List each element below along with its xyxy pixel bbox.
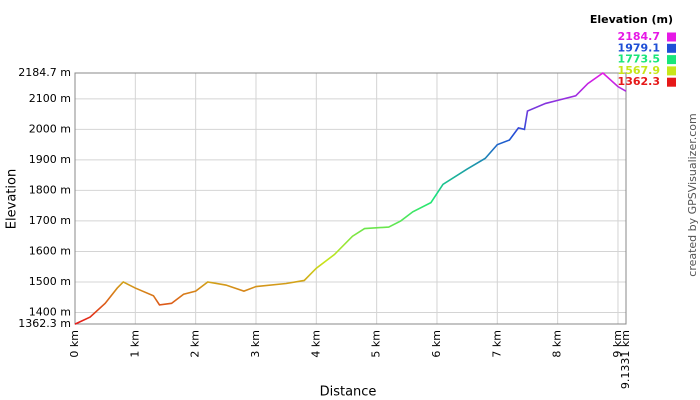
- legend-swatch: [667, 77, 676, 87]
- x-tick-label: 2 km: [189, 330, 202, 358]
- x-tick-label: 6 km: [430, 330, 443, 358]
- y-tick-label: 2000 m: [29, 122, 71, 135]
- legend-label: 2184.7: [618, 30, 660, 43]
- y-tick-label: 2100 m: [29, 92, 71, 105]
- y-tick-label: 1400 m: [29, 305, 71, 318]
- y-tick-label: 1800 m: [29, 183, 71, 196]
- legend-title: Elevation (m): [590, 13, 673, 26]
- legend-label: 1362.3: [618, 75, 660, 88]
- x-tick-label: 9.1331 km: [619, 330, 632, 389]
- x-tick-label: 3 km: [249, 330, 262, 358]
- legend-label: 1773.5: [618, 53, 660, 66]
- x-tick-label: 7 km: [490, 330, 503, 358]
- legend-swatch: [667, 32, 676, 42]
- legend-label: 1979.1: [618, 41, 660, 54]
- plot-frame: [74, 72, 627, 325]
- y-tick-label: 1900 m: [29, 153, 71, 166]
- legend-swatch: [667, 43, 676, 53]
- y-tick-label: 1500 m: [29, 275, 71, 288]
- elevation-line: [74, 71, 627, 325]
- x-axis-label: Distance: [320, 385, 377, 400]
- x-tick-label: 4 km: [309, 330, 322, 358]
- x-tick-label: 0 km: [68, 330, 81, 358]
- y-axis-label: Elevation: [5, 169, 20, 229]
- credit: created by GPSVisualizer.com: [686, 113, 699, 276]
- x-tick-label: 1 km: [128, 330, 141, 358]
- y-tick-label: 2184.7 m: [18, 66, 71, 79]
- y-tick-label: 1362.3 m: [18, 317, 71, 330]
- y-tick-label: 1700 m: [29, 214, 71, 227]
- legend-swatch: [667, 55, 676, 65]
- y-tick-label: 1600 m: [29, 244, 71, 257]
- x-tick-label: 9 km: [611, 330, 624, 358]
- x-tick-label: 8 km: [551, 330, 564, 358]
- legend-swatch: [667, 66, 676, 76]
- legend-label: 1567.9: [618, 64, 660, 77]
- x-tick-label: 5 km: [370, 330, 383, 358]
